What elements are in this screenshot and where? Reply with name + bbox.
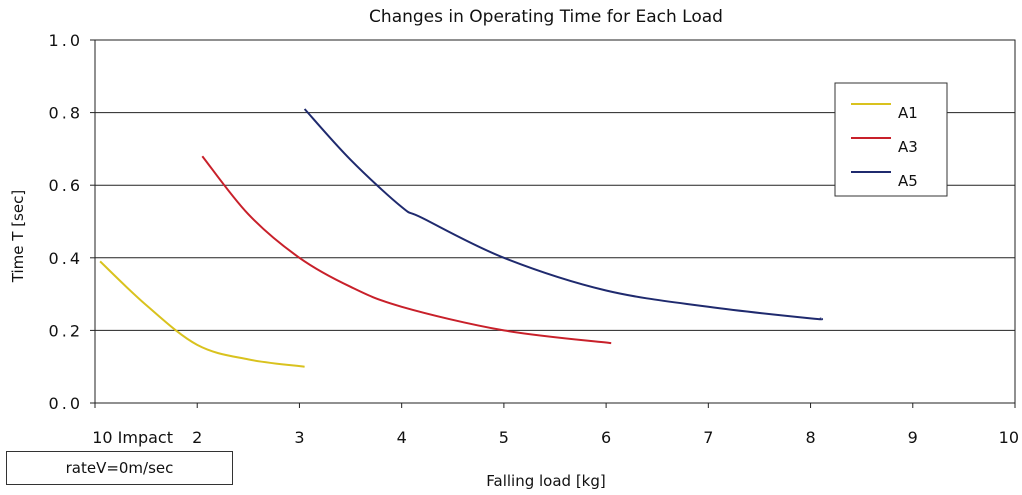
x-tick-labels: 10 Impact 2 3 4 5 6 7 8 9 10 [92,428,1019,447]
plot-area-frame [94,39,1016,404]
y-tick-label: 1.0 [49,31,83,50]
x-tick-label: 6 [601,428,611,447]
x-tick-label: 9 [908,428,918,447]
series-line-a1 [99,260,305,368]
velocity-note: rateV=0m/sec [6,451,233,485]
x-tick-label: 5 [499,428,509,447]
x-tick-label: 10 [999,428,1019,447]
x-tick-label: 4 [397,428,407,447]
y-tick-labels: 0.0 0.2 0.4 0.6 0.8 1.0 [49,31,83,413]
legend-box [834,82,948,197]
series-lines [99,108,824,368]
legend-label-a3: A3 [898,138,918,156]
y-tick-label: 0.4 [49,249,83,268]
chart-title: Changes in Operating Time for Each Load [369,7,723,27]
y-tick-label: 0.0 [49,394,83,413]
x-tick-label: 7 [703,428,713,447]
x-tick-label: 8 [805,428,815,447]
velocity-note-text: rateV=0m/sec [65,459,174,477]
y-tick-label: 0.8 [49,104,83,123]
legend-label-a5: A5 [898,172,918,190]
x-tick-label: 10 Impact [92,428,173,447]
x-axis-label: Falling load [kg] [486,472,605,490]
series-line-a5 [303,108,824,321]
x-tick-label: 2 [192,428,202,447]
x-tick-label: 3 [294,428,304,447]
y-tick-label: 0.2 [49,321,83,340]
series-line-a3 [201,155,612,345]
y-tick-label: 0.6 [49,176,83,195]
legend-label-a1: A1 [898,104,918,122]
legend: A1 A3 A5 [834,82,948,197]
y-axis-label: Time T [sec] [9,190,27,283]
